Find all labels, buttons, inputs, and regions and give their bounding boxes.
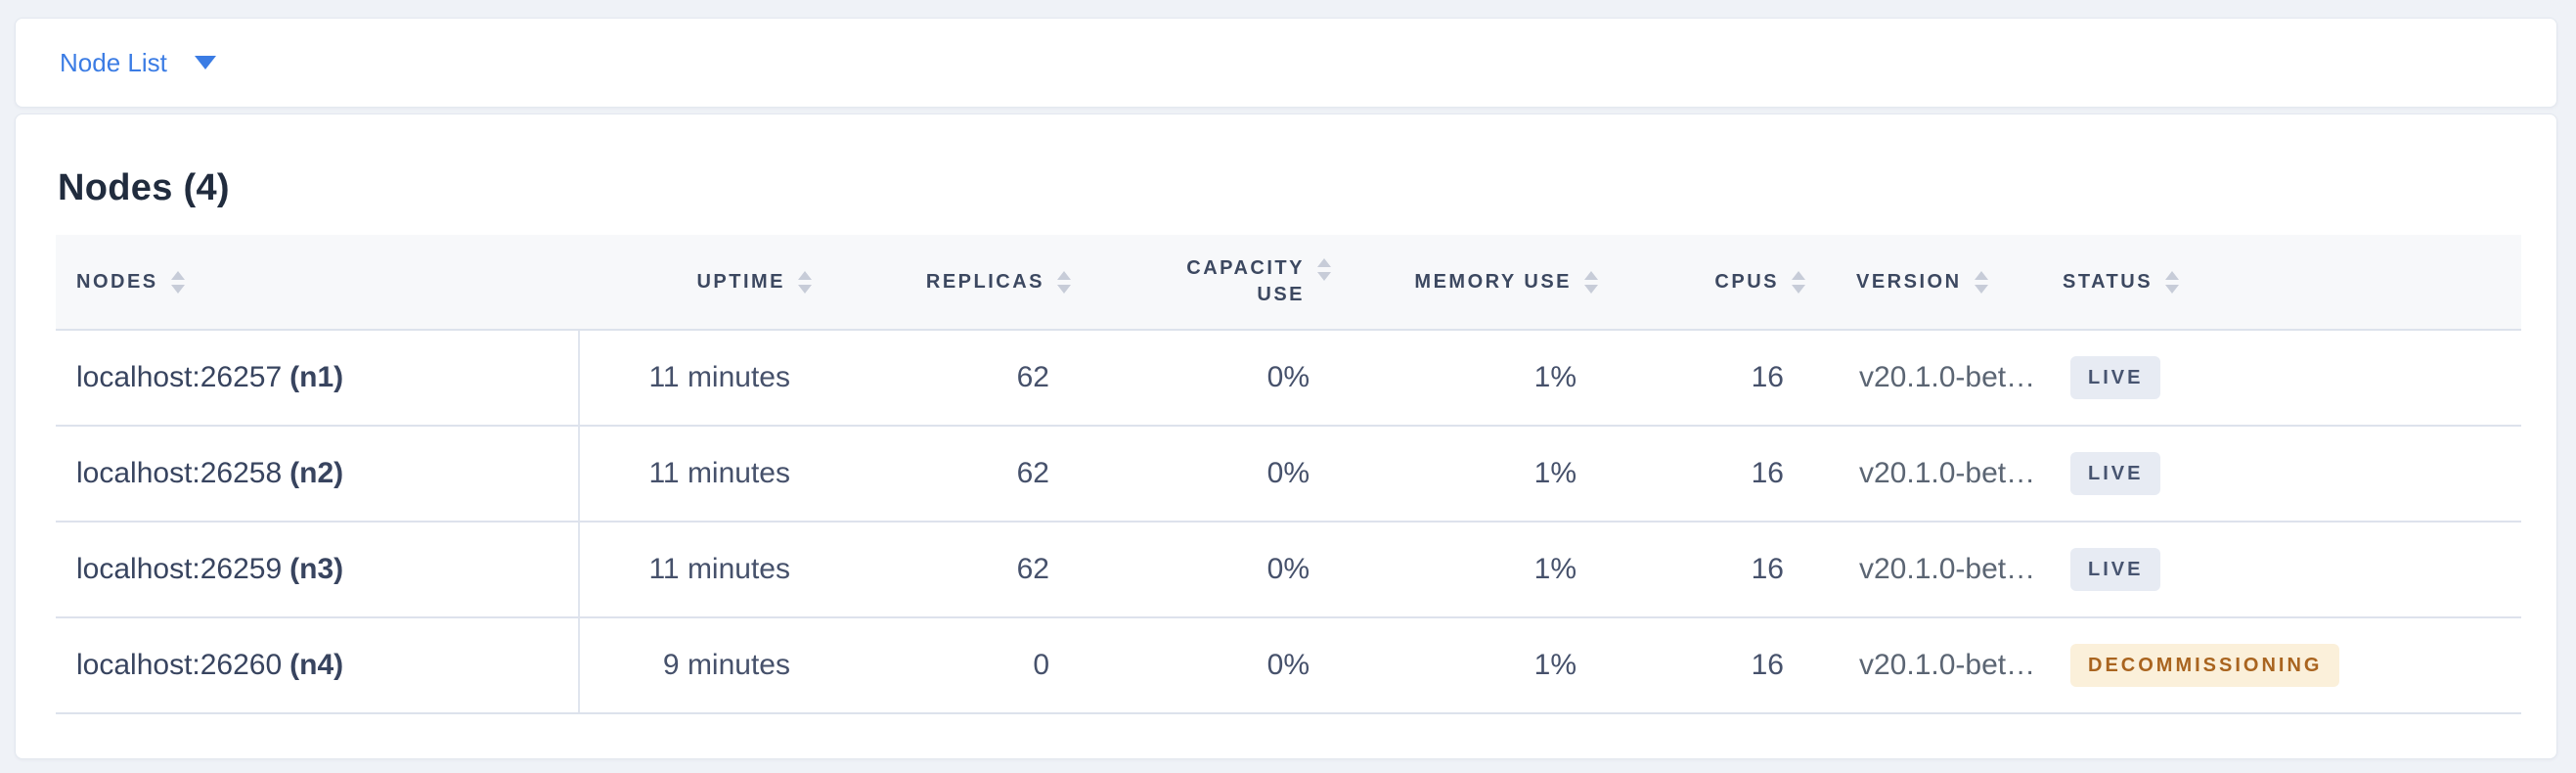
replicas-cell: 62 <box>822 330 1081 427</box>
capacity-use-cell: 0% <box>1081 522 1341 618</box>
column-header-cpus[interactable]: CPUS <box>1608 235 1815 331</box>
sort-icon[interactable] <box>1792 270 1805 294</box>
view-dropdown-button[interactable]: Node List <box>16 19 216 107</box>
column-header-replicas-label: REPLICAS <box>925 270 1044 293</box>
column-header-nodes[interactable]: NODES <box>56 235 579 331</box>
nodes-card: Nodes (4) NODES UPTIM <box>15 114 2557 759</box>
table-row-n4[interactable]: localhost:26260 (n4) 9 minutes 0 0% 1% 16… <box>56 617 2521 714</box>
column-header-status-label: STATUS <box>2063 270 2154 293</box>
node-id: (n2) <box>289 457 344 489</box>
view-switcher-bar: Node List <box>15 18 2557 108</box>
status-cell: LIVE <box>2055 522 2521 618</box>
memory-use-cell: 1% <box>1341 617 1608 714</box>
column-header-uptime[interactable]: UPTIME <box>579 235 822 331</box>
status-badge: LIVE <box>2070 452 2161 495</box>
uptime-cell: 11 minutes <box>578 330 822 427</box>
table-header-row: NODES UPTIME REPLICAS <box>56 235 2521 331</box>
sort-icon[interactable] <box>1317 258 1331 281</box>
column-header-replicas[interactable]: REPLICAS <box>822 235 1081 331</box>
cpus-cell: 16 <box>1608 330 1815 427</box>
node-address-cell[interactable]: localhost:26260 (n4) <box>56 617 579 714</box>
memory-use-cell: 1% <box>1341 426 1608 523</box>
version-cell: v20.1.0-bet… <box>1815 426 2055 523</box>
status-badge: LIVE <box>2070 548 2161 591</box>
uptime-cell: 11 minutes <box>578 522 822 618</box>
view-dropdown-label: Node List <box>60 47 167 77</box>
uptime-cell: 9 minutes <box>578 617 822 714</box>
uptime-cell: 11 minutes <box>578 426 822 523</box>
table-row-n3[interactable]: localhost:26259 (n3) 11 minutes 62 0% 1% … <box>56 522 2521 618</box>
version-cell: v20.1.0-bet… <box>1815 522 2055 618</box>
table-row-n2[interactable]: localhost:26258 (n2) 11 minutes 62 0% 1% … <box>56 426 2521 523</box>
capacity-use-cell: 0% <box>1081 426 1341 523</box>
table-row-n1[interactable]: localhost:26257 (n1) 11 minutes 62 0% 1% … <box>56 330 2521 427</box>
memory-use-cell: 1% <box>1341 330 1608 427</box>
sort-icon[interactable] <box>798 270 812 294</box>
status-badge: LIVE <box>2070 356 2161 399</box>
column-header-cpus-label: CPUS <box>1714 270 1779 293</box>
column-header-version[interactable]: VERSION <box>1815 235 2055 331</box>
capacity-use-cell: 0% <box>1081 330 1341 427</box>
cpus-cell: 16 <box>1608 426 1815 523</box>
nodes-table: NODES UPTIME REPLICAS <box>56 235 2521 714</box>
cpus-cell: 16 <box>1608 522 1815 618</box>
column-header-capacity-use[interactable]: CAPACITY USE <box>1081 235 1341 331</box>
column-header-version-label: VERSION <box>1856 270 1962 293</box>
replicas-cell: 62 <box>822 426 1081 523</box>
capacity-use-cell: 0% <box>1081 617 1341 714</box>
memory-use-cell: 1% <box>1341 522 1608 618</box>
replicas-cell: 0 <box>822 617 1081 714</box>
sort-icon[interactable] <box>1584 270 1598 294</box>
status-badge: DECOMMISSIONING <box>2070 644 2340 687</box>
page-title: Nodes (4) <box>58 167 230 208</box>
status-cell: DECOMMISSIONING <box>2055 617 2521 714</box>
column-header-capacity-use-label: CAPACITY USE <box>1186 257 1305 305</box>
node-address-cell[interactable]: localhost:26259 (n3) <box>56 522 579 618</box>
sort-icon[interactable] <box>1057 270 1071 294</box>
status-cell: LIVE <box>2055 330 2521 427</box>
node-id: (n4) <box>289 649 344 681</box>
column-header-uptime-label: UPTIME <box>696 270 785 293</box>
node-address: localhost:26258 <box>76 457 283 489</box>
column-header-nodes-label: NODES <box>76 270 158 293</box>
version-cell: v20.1.0-bet… <box>1815 330 2055 427</box>
status-cell: LIVE <box>2055 426 2521 523</box>
replicas-cell: 62 <box>822 522 1081 618</box>
node-address: localhost:26260 <box>76 649 283 681</box>
version-cell: v20.1.0-bet… <box>1815 617 2055 714</box>
column-header-memory-use[interactable]: MEMORY USE <box>1341 235 1608 331</box>
node-address-cell[interactable]: localhost:26258 (n2) <box>56 426 579 523</box>
node-address: localhost:26257 <box>76 361 283 393</box>
column-header-memory-use-label: MEMORY USE <box>1414 270 1572 293</box>
cpus-cell: 16 <box>1608 617 1815 714</box>
chevron-down-icon <box>194 56 216 69</box>
node-address: localhost:26259 <box>76 553 283 585</box>
column-header-status[interactable]: STATUS <box>2055 235 2521 331</box>
sort-icon[interactable] <box>1974 270 1988 294</box>
sort-icon[interactable] <box>170 270 185 294</box>
node-address-cell[interactable]: localhost:26257 (n1) <box>56 330 579 427</box>
node-id: (n1) <box>289 361 344 393</box>
sort-icon[interactable] <box>2165 270 2180 294</box>
node-id: (n3) <box>289 553 344 585</box>
